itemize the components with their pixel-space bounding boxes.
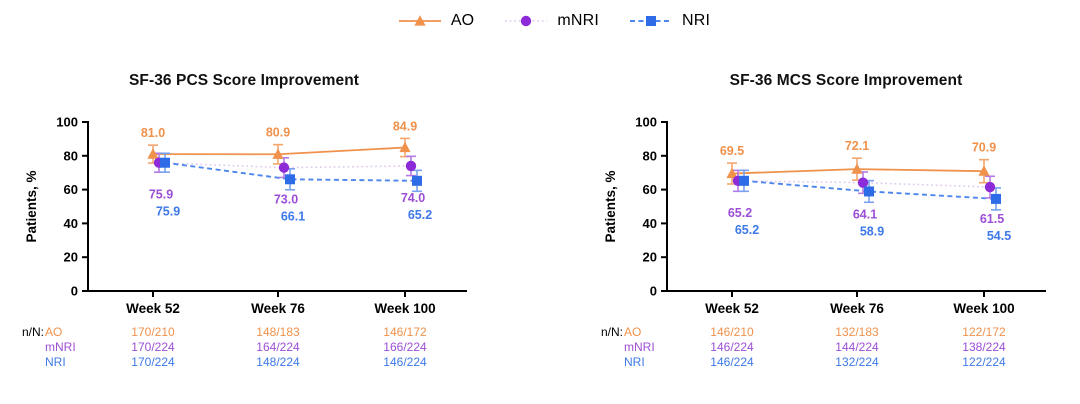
legend: AO mNRI NRI <box>14 0 1080 30</box>
svg-text:60: 60 <box>643 182 657 197</box>
svg-text:n/N:: n/N: <box>601 325 623 339</box>
ao-triangle-line-icon <box>398 15 441 26</box>
svg-text:Week 76: Week 76 <box>251 301 305 316</box>
svg-text:84.9: 84.9 <box>393 119 417 133</box>
svg-text:61.5: 61.5 <box>980 212 1004 226</box>
svg-text:75.9: 75.9 <box>156 205 180 219</box>
svg-text:0: 0 <box>71 284 78 299</box>
svg-text:100: 100 <box>635 115 657 130</box>
legend-label-ao: AO <box>450 12 475 29</box>
svg-text:170/224: 170/224 <box>131 340 175 354</box>
svg-text:148/183: 148/183 <box>256 325 300 339</box>
svg-text:100: 100 <box>56 115 78 130</box>
svg-text:132/183: 132/183 <box>835 325 879 339</box>
svg-text:0: 0 <box>650 284 657 299</box>
svg-text:mNRI: mNRI <box>624 340 655 354</box>
svg-text:65.2: 65.2 <box>408 208 432 222</box>
legend-label-nri: NRI <box>682 12 711 29</box>
svg-text:AO: AO <box>624 325 641 339</box>
nri-square-line-icon <box>630 16 673 26</box>
chart-mcs: SF-36 MCS Score Improvement 0 20 40 60 80 100… <box>540 72 1080 386</box>
svg-text:80: 80 <box>64 148 78 163</box>
svg-text:146/224: 146/224 <box>710 340 754 354</box>
svg-text:40: 40 <box>64 216 78 231</box>
svg-text:70.9: 70.9 <box>972 141 996 155</box>
svg-text:148/224: 148/224 <box>256 355 300 369</box>
svg-text:Week 100: Week 100 <box>953 301 1014 316</box>
mcs-plot-area: 0 20 40 60 80 100 Week 52 Week 76 Week 100 Patien… <box>601 115 1046 369</box>
svg-text:80.9: 80.9 <box>266 126 290 140</box>
svg-text:146/224: 146/224 <box>710 355 754 369</box>
svg-text:146/172: 146/172 <box>383 325 427 339</box>
svg-text:58.9: 58.9 <box>860 225 884 239</box>
svg-text:54.5: 54.5 <box>987 229 1011 243</box>
legend-item-ao: AO <box>398 12 475 30</box>
svg-text:132/224: 132/224 <box>835 355 879 369</box>
pcs-plot-area: 0 20 40 60 80 100 Week 52 Week 76 Week 100 Patien… <box>22 115 467 369</box>
svg-text:122/172: 122/172 <box>962 325 1006 339</box>
svg-text:138/224: 138/224 <box>962 340 1006 354</box>
charts-row: SF-36 PCS Score Improvement 0 20 40 60 80 100… <box>0 72 1080 386</box>
svg-text:146/210: 146/210 <box>710 325 754 339</box>
svg-text:72.1: 72.1 <box>845 139 869 153</box>
svg-text:NRI: NRI <box>45 355 66 369</box>
svg-text:81.0: 81.0 <box>141 126 165 140</box>
svg-text:65.2: 65.2 <box>728 206 752 220</box>
legend-item-mnri: mNRI <box>504 12 599 30</box>
legend-label-mnri: mNRI <box>557 12 600 29</box>
svg-text:Week 76: Week 76 <box>830 301 884 316</box>
svg-text:Patients, %: Patients, % <box>24 170 39 242</box>
svg-text:Week 100: Week 100 <box>374 301 435 316</box>
svg-text:144/224: 144/224 <box>835 340 879 354</box>
svg-text:73.0: 73.0 <box>274 193 298 207</box>
svg-text:Week 52: Week 52 <box>126 301 180 316</box>
svg-text:146/224: 146/224 <box>383 355 427 369</box>
svg-text:n/N:: n/N: <box>22 325 44 339</box>
svg-text:AO: AO <box>45 325 62 339</box>
chart-pcs: SF-36 PCS Score Improvement 0 20 40 60 80 100… <box>0 72 540 386</box>
svg-text:20: 20 <box>643 250 657 265</box>
svg-text:20: 20 <box>64 250 78 265</box>
svg-text:74.0: 74.0 <box>401 191 425 205</box>
svg-text:64.1: 64.1 <box>853 208 877 222</box>
svg-text:65.2: 65.2 <box>735 223 759 237</box>
svg-text:40: 40 <box>643 216 657 231</box>
svg-text:164/224: 164/224 <box>256 340 300 354</box>
svg-text:80: 80 <box>643 148 657 163</box>
svg-text:122/224: 122/224 <box>962 355 1006 369</box>
pcs-chart-title: SF-36 PCS Score Improvement <box>128 72 360 89</box>
svg-text:NRI: NRI <box>624 355 645 369</box>
svg-text:170/224: 170/224 <box>131 355 175 369</box>
svg-text:60: 60 <box>64 182 78 197</box>
svg-text:166/224: 166/224 <box>383 340 427 354</box>
svg-text:66.1: 66.1 <box>281 210 305 224</box>
mnri-circle-line-icon <box>505 15 548 27</box>
legend-item-nri: NRI <box>629 12 710 30</box>
mcs-chart-title: SF-36 MCS Score Improvement <box>729 72 963 89</box>
svg-text:mNRI: mNRI <box>45 340 76 354</box>
svg-text:Patients, %: Patients, % <box>603 170 618 242</box>
svg-text:69.5: 69.5 <box>720 144 744 158</box>
svg-text:75.9: 75.9 <box>149 188 173 202</box>
svg-text:Week 52: Week 52 <box>705 301 759 316</box>
svg-text:170/210: 170/210 <box>131 325 175 339</box>
